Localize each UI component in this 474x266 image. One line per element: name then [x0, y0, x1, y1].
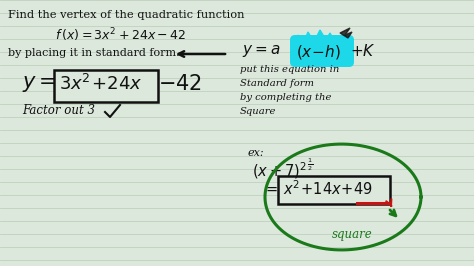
Text: by placing it in standard form.: by placing it in standard form. — [8, 48, 180, 58]
Text: $\frac{1}{2}$: $\frac{1}{2}$ — [307, 156, 313, 173]
Text: $-42$: $-42$ — [158, 74, 202, 94]
Text: $=\,x^2\!+\!14x\!+\!49$: $=\,x^2\!+\!14x\!+\!49$ — [263, 179, 373, 198]
Text: put this equation in
Standard form
by completing the
Square: put this equation in Standard form by co… — [240, 65, 339, 116]
Text: $y=a$: $y=a$ — [242, 43, 281, 59]
FancyBboxPatch shape — [278, 176, 390, 204]
Polygon shape — [340, 28, 352, 38]
Text: $+K$: $+K$ — [350, 43, 376, 59]
Text: $(x+7)^2$: $(x+7)^2$ — [252, 160, 307, 181]
FancyBboxPatch shape — [54, 70, 158, 102]
Polygon shape — [295, 30, 349, 47]
Text: $y=$: $y=$ — [22, 74, 56, 94]
Text: $(x\!-\!h)$: $(x\!-\!h)$ — [296, 43, 341, 61]
Text: $\mathit{f}\,(x)=3x^2+24x-42$: $\mathit{f}\,(x)=3x^2+24x-42$ — [55, 26, 186, 44]
Text: square: square — [332, 228, 373, 241]
Text: Find the vertex of the quadratic function: Find the vertex of the quadratic functio… — [8, 10, 245, 20]
Text: Factor out 3: Factor out 3 — [22, 104, 95, 117]
Text: ex:: ex: — [248, 148, 264, 158]
FancyBboxPatch shape — [290, 35, 354, 67]
Text: $3x^2\!+\!24x$: $3x^2\!+\!24x$ — [59, 74, 142, 94]
